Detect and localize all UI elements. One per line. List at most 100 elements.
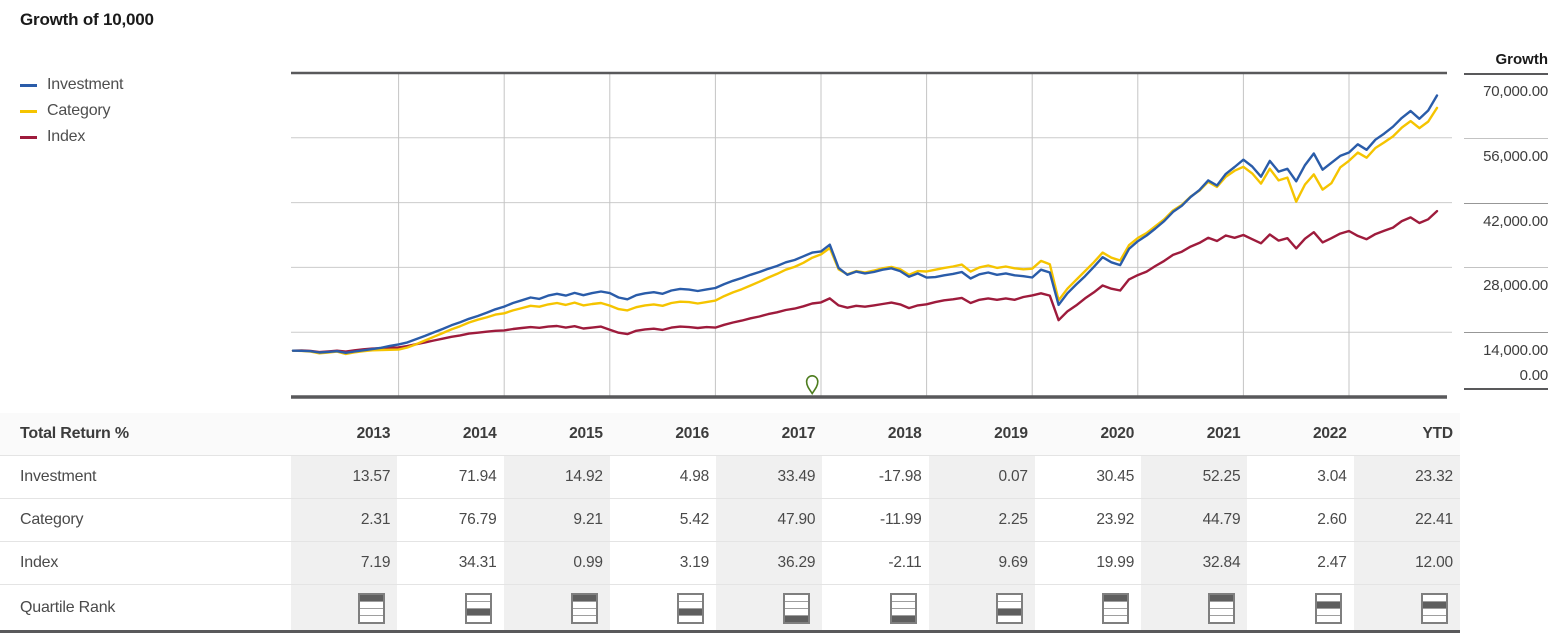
- quartile-rank-icon-q1: [358, 592, 386, 624]
- quartile-band: [785, 594, 809, 602]
- quartile-band: [1104, 615, 1128, 622]
- quartile-band: [1210, 608, 1234, 616]
- category-line: [291, 106, 1439, 356]
- quartile-band: [785, 608, 809, 616]
- year-header-2015: 2015: [503, 413, 610, 456]
- return-value-cell: 9.69: [928, 542, 1035, 585]
- row-label-quartile-rank: Quartile Rank: [0, 585, 291, 632]
- return-value-cell: -2.11: [822, 542, 929, 585]
- quartile-band: [1104, 608, 1128, 616]
- return-value-cell: 5.42: [609, 499, 717, 542]
- return-value-cell: 12.00: [1353, 542, 1460, 585]
- header-filler: [1459, 413, 1554, 456]
- growth-axis-tick: 14,000.00: [1483, 342, 1548, 360]
- growth-axis-tickline: [1464, 332, 1548, 334]
- map-pin-icon[interactable]: [805, 375, 819, 395]
- quartile-band: [785, 601, 809, 609]
- legend-item-index[interactable]: Index: [20, 124, 123, 150]
- quartile-band-selected: [679, 608, 703, 616]
- year-header-2013: 2013: [291, 413, 398, 456]
- return-value-cell: 30.45: [1034, 456, 1142, 499]
- legend-item-investment[interactable]: Investment: [20, 72, 123, 98]
- legend-swatch-icon: [20, 109, 37, 113]
- quartile-rank-icon-q2: [1314, 592, 1342, 624]
- quartile-cell: [1034, 585, 1142, 632]
- index-line: [291, 209, 1439, 354]
- quartile-band-selected: [572, 594, 596, 602]
- return-value-cell: 3.04: [1247, 456, 1354, 499]
- quartile-cell: [822, 585, 929, 632]
- quartile-band-selected: [1422, 601, 1446, 609]
- quartile-cell: [1141, 585, 1248, 632]
- return-value-cell: 22.41: [1353, 499, 1460, 542]
- year-header-2021: 2021: [1141, 413, 1248, 456]
- quartile-cell: [609, 585, 717, 632]
- quartile-cell: [716, 585, 823, 632]
- return-value-cell: 34.31: [397, 542, 504, 585]
- year-header-2017: 2017: [716, 413, 823, 456]
- quartile-rank-icon-q1: [1102, 592, 1130, 624]
- quartile-band: [997, 594, 1021, 602]
- quartile-band: [679, 601, 703, 609]
- quartile-cell: [291, 585, 398, 632]
- return-value-cell: 2.25: [928, 499, 1035, 542]
- row-label-index: Index: [0, 542, 291, 585]
- quartile-band: [1210, 601, 1234, 609]
- growth-axis-tickline: [1464, 267, 1548, 269]
- quartile-cell: [928, 585, 1035, 632]
- table-bottom-rule: [0, 630, 1460, 633]
- growth-chart[interactable]: [0, 0, 1554, 413]
- legend-item-category[interactable]: Category: [20, 98, 123, 124]
- quartile-band: [360, 608, 384, 616]
- quartile-rank-icon-q1: [1208, 592, 1236, 624]
- quartile-band-selected: [1104, 594, 1128, 602]
- year-header-YTD: YTD: [1353, 413, 1460, 456]
- year-header-2019: 2019: [928, 413, 1035, 456]
- return-value-cell: 7.19: [291, 542, 398, 585]
- year-header-2014: 2014: [397, 413, 504, 456]
- page-title: Growth of 10,000: [20, 10, 154, 29]
- quartile-band: [1210, 615, 1234, 622]
- return-value-cell: 36.29: [716, 542, 823, 585]
- return-value-cell: 76.79: [397, 499, 504, 542]
- row-label-investment: Investment: [0, 456, 291, 499]
- quartile-band: [997, 601, 1021, 609]
- quartile-band: [466, 594, 490, 602]
- quartile-band: [891, 594, 915, 602]
- return-value-cell: 52.25: [1141, 456, 1248, 499]
- quartile-band-selected: [466, 608, 490, 616]
- growth-axis-tickline: [1464, 73, 1548, 75]
- return-value-cell: 23.32: [1353, 456, 1460, 499]
- quartile-band: [1422, 608, 1446, 616]
- return-value-cell: 19.99: [1034, 542, 1142, 585]
- quartile-band-selected: [1316, 601, 1340, 609]
- year-header-2022: 2022: [1247, 413, 1354, 456]
- quartile-rank-icon-q1: [570, 592, 598, 624]
- row-filler: [1460, 542, 1554, 585]
- legend-label: Index: [47, 128, 86, 145]
- growth-axis-tick: 42,000.00: [1483, 212, 1548, 230]
- quartile-cell: [1353, 585, 1460, 632]
- legend-swatch-icon: [20, 135, 37, 139]
- quartile-band: [572, 615, 596, 622]
- quartile-band: [1316, 594, 1340, 602]
- quartile-rank-icon-q4: [889, 592, 917, 624]
- legend-label: Investment: [47, 76, 124, 93]
- growth-axis-tickline: [1464, 137, 1548, 139]
- total-return-table: Total Return % 2013 2014 2015 2016 2017 2018 20…: [0, 413, 1554, 632]
- return-value-cell: 2.47: [1247, 542, 1354, 585]
- quartile-band-selected: [785, 615, 809, 622]
- return-value-cell: 13.57: [291, 456, 398, 499]
- quartile-band: [572, 601, 596, 609]
- growth-axis-title: Growth: [1495, 51, 1549, 68]
- quartile-band: [1422, 594, 1446, 602]
- return-value-cell: 14.92: [503, 456, 610, 499]
- quartile-band-selected: [1210, 594, 1234, 602]
- quartile-band: [1316, 615, 1340, 622]
- quartile-rank-icon-q3: [995, 592, 1023, 624]
- quartile-band-selected: [891, 615, 915, 622]
- growth-axis-tick: 0.00: [1519, 367, 1549, 384]
- return-value-cell: 47.90: [716, 499, 823, 542]
- return-value-cell: 23.92: [1034, 499, 1142, 542]
